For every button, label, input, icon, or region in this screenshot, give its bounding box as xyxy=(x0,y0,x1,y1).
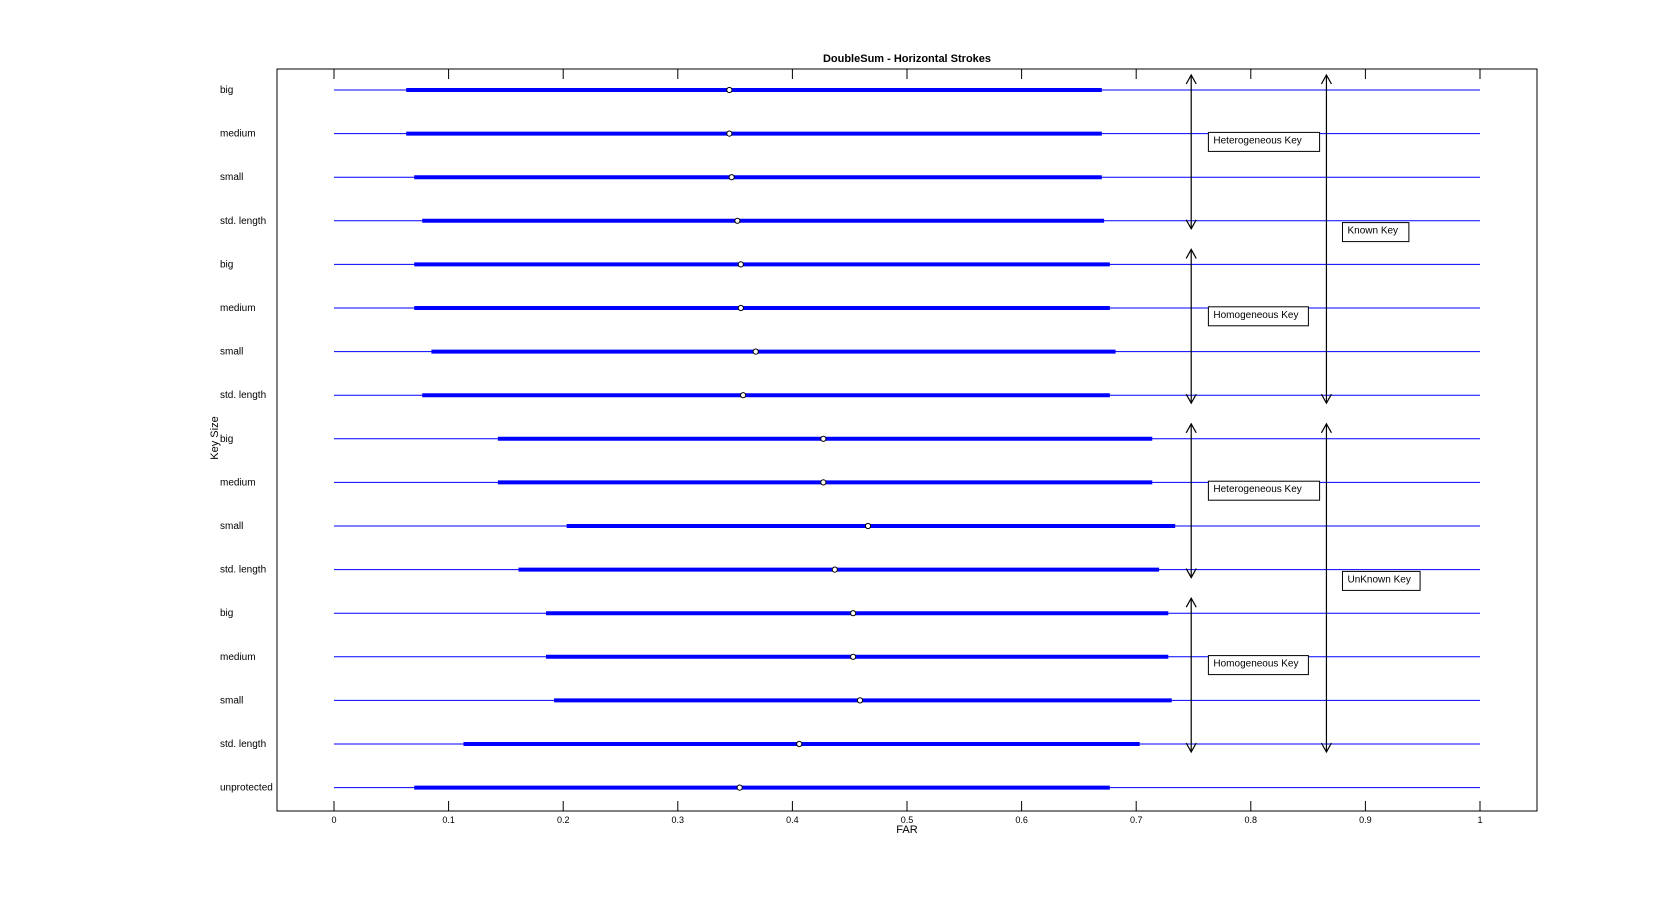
interval-rows: big medium small std. length big medium small s… xyxy=(220,85,1480,794)
row-label: big xyxy=(220,434,233,445)
row-median-marker xyxy=(726,86,733,94)
row-label: big xyxy=(220,608,233,619)
annotation-arrow-head-down xyxy=(1185,219,1197,231)
row-label: small xyxy=(220,695,243,706)
row-median-marker xyxy=(820,479,827,486)
row-median-marker xyxy=(856,697,864,704)
x-tick-label: 0.7 xyxy=(1130,815,1143,825)
row-median-marker xyxy=(726,130,733,137)
annotation-box xyxy=(1207,131,1321,152)
annotation-box xyxy=(1207,480,1321,501)
annotation-box xyxy=(1207,306,1309,327)
row-median-marker xyxy=(737,261,744,268)
x-tick-label: 0.3 xyxy=(672,815,685,825)
row-label: medium xyxy=(220,303,256,314)
annotation-arrow-head-down xyxy=(1185,393,1197,405)
row-label: std. length xyxy=(220,390,266,401)
x-axis-label: FAR xyxy=(896,824,917,836)
row-label: std. length xyxy=(220,565,266,576)
row-median-marker xyxy=(820,435,827,442)
row-median-marker xyxy=(737,304,744,312)
row-median-marker xyxy=(796,740,803,748)
row-median-marker xyxy=(734,217,741,224)
x-tick-label: 0.8 xyxy=(1245,815,1258,825)
annotation-label: Homogeneous Key xyxy=(1213,659,1298,670)
annotation-arrow-head-up xyxy=(1185,73,1197,85)
annotation-arrow-head-up xyxy=(1320,73,1332,85)
annotation-arrow-head-up xyxy=(1185,422,1197,434)
row-label: small xyxy=(220,172,243,183)
annotation-arrow-head-down xyxy=(1185,568,1197,579)
x-tick-label: 0.9 xyxy=(1359,815,1372,825)
row-median-marker xyxy=(831,566,838,573)
annotation-label: Known Key xyxy=(1347,226,1398,237)
row-median-marker xyxy=(740,392,747,399)
row-median-marker xyxy=(850,610,857,617)
row-label: medium xyxy=(220,652,256,663)
annotation-label: Homogeneous Key xyxy=(1213,310,1298,321)
x-tick-label: 0.2 xyxy=(557,815,570,825)
row-median-marker xyxy=(752,348,759,355)
row-median-marker xyxy=(728,174,735,181)
annotation-arrow-head-down xyxy=(1185,742,1197,754)
row-label: medium xyxy=(220,477,256,488)
annotation-box xyxy=(1207,655,1309,676)
x-axis-ticks: 0 0.1 0.2 0.3 0.4 0.5 0.6 0.7 0.8 0.9 1 xyxy=(331,69,1483,825)
annotation-arrow-head-up xyxy=(1320,422,1332,434)
row-label: std. length xyxy=(220,739,266,750)
row-label: big xyxy=(220,259,233,270)
row-label: big xyxy=(220,85,233,96)
annotations: Heterogeneous Key Homogeneous Key Heteroge… xyxy=(1185,73,1421,754)
x-tick-label: 0.1 xyxy=(442,815,455,825)
x-tick-label: 1 xyxy=(1477,815,1482,825)
annotation-arrow-head-up xyxy=(1185,596,1197,608)
y-axis-label: Key Size xyxy=(209,416,221,459)
row-label: std. length xyxy=(220,216,266,227)
x-tick-label: 0.6 xyxy=(1015,815,1028,825)
annotation-box xyxy=(1341,222,1410,243)
row-label: medium xyxy=(220,129,256,140)
row-median-marker xyxy=(850,653,857,660)
annotation-label: Heterogeneous Key xyxy=(1213,484,1301,495)
row-median-marker xyxy=(736,784,743,791)
annotation-label: UnKnown Key xyxy=(1347,574,1410,585)
row-median-marker xyxy=(864,522,872,530)
x-tick-label: 0 xyxy=(331,815,336,825)
row-label: small xyxy=(220,521,243,532)
x-tick-label: 0.5 xyxy=(901,815,914,825)
chart-title: DoubleSum - Horizontal Strokes xyxy=(823,53,991,65)
annotation-label: Heterogeneous Key xyxy=(1213,135,1301,146)
annotation-arrow-head-down xyxy=(1320,742,1332,754)
annotation-arrow-head-up xyxy=(1185,248,1197,259)
annotation-arrow-head-down xyxy=(1320,393,1332,405)
annotation-box xyxy=(1341,570,1421,591)
row-label: small xyxy=(220,347,243,358)
row-label: unprotected xyxy=(220,783,273,794)
x-tick-label: 0.4 xyxy=(786,815,799,825)
